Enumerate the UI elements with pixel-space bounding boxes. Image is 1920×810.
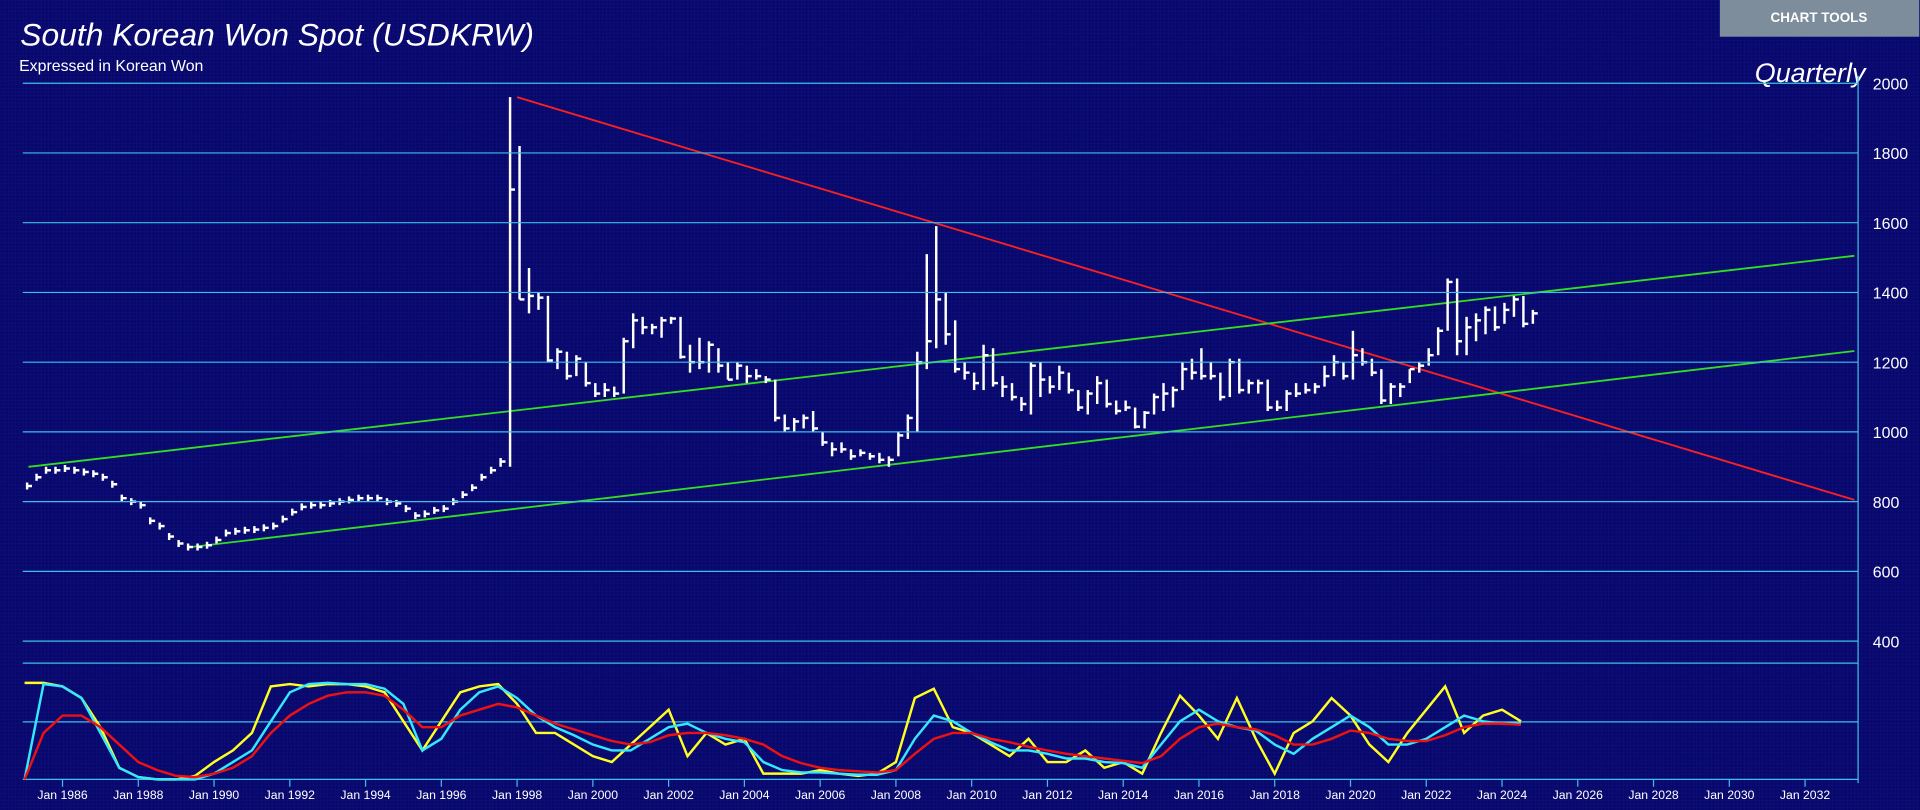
trendline [516, 96, 1855, 501]
x-tick-label: Jan 2016 [1174, 788, 1224, 802]
x-tick-label: Jan 2004 [719, 788, 769, 802]
x-tick-label: Jan 2006 [795, 788, 845, 802]
x-tick-label: Jan 1992 [265, 788, 315, 802]
x-tick-label: Jan 1998 [492, 788, 542, 802]
x-tick-label: Jan 2008 [871, 788, 921, 802]
trendline [191, 350, 1855, 548]
x-tick-label: Jan 1988 [113, 788, 163, 802]
chart-tools-button[interactable]: CHART TOOLS [1719, 0, 1920, 37]
button-label[interactable]: CHART TOOLS [1771, 10, 1868, 25]
x-tick-label: Jan 2030 [1704, 788, 1754, 802]
x-tick-label: Jan 2018 [1250, 788, 1300, 802]
x-tick-label: Jan 1994 [340, 788, 390, 802]
y-tick-label: 1400 [1873, 286, 1909, 303]
button-bg[interactable] [1719, 0, 1920, 37]
chart-subtitle: Expressed in Korean Won [19, 58, 203, 75]
y-tick-label: 1600 [1873, 216, 1909, 233]
x-tick-label: Jan 2014 [1098, 788, 1148, 802]
x-tick-label: Jan 2026 [1553, 788, 1603, 802]
x-tick-label: Jan 2012 [1022, 788, 1072, 802]
y-tick-label: 400 [1873, 634, 1900, 651]
x-tick-label: Jan 2002 [643, 788, 693, 802]
indicator-line [23, 681, 1522, 781]
x-tick-label: Jan 2020 [1325, 788, 1375, 802]
y-tick-label: 600 [1873, 565, 1900, 582]
x-tick-label: Jan 2024 [1477, 788, 1527, 802]
x-tick-label: Jan 2010 [947, 788, 997, 802]
y-tick-label: 800 [1873, 495, 1900, 512]
y-tick-label: 2000 [1873, 76, 1909, 93]
indicator-line [24, 681, 1522, 781]
x-tick-label: Jan 2022 [1401, 788, 1451, 802]
y-tick-label: 1800 [1873, 146, 1909, 163]
chart-title: South Korean Won Spot (USDKRW) [20, 16, 534, 52]
indicator-line [23, 691, 1522, 780]
x-tick-label: Jan 1990 [189, 788, 239, 802]
indicator-plot [23, 681, 1522, 781]
x-tick-label: Jan 1996 [416, 788, 466, 802]
x-tick-label: Jan 2000 [568, 788, 618, 802]
x-tick-label: Jan 1986 [37, 788, 87, 802]
y-tick-label: 1200 [1873, 355, 1909, 372]
x-tick-label: Jan 2032 [1780, 788, 1830, 802]
x-tick-label: Jan 2028 [1628, 788, 1678, 802]
y-tick-label: 1000 [1873, 425, 1909, 442]
